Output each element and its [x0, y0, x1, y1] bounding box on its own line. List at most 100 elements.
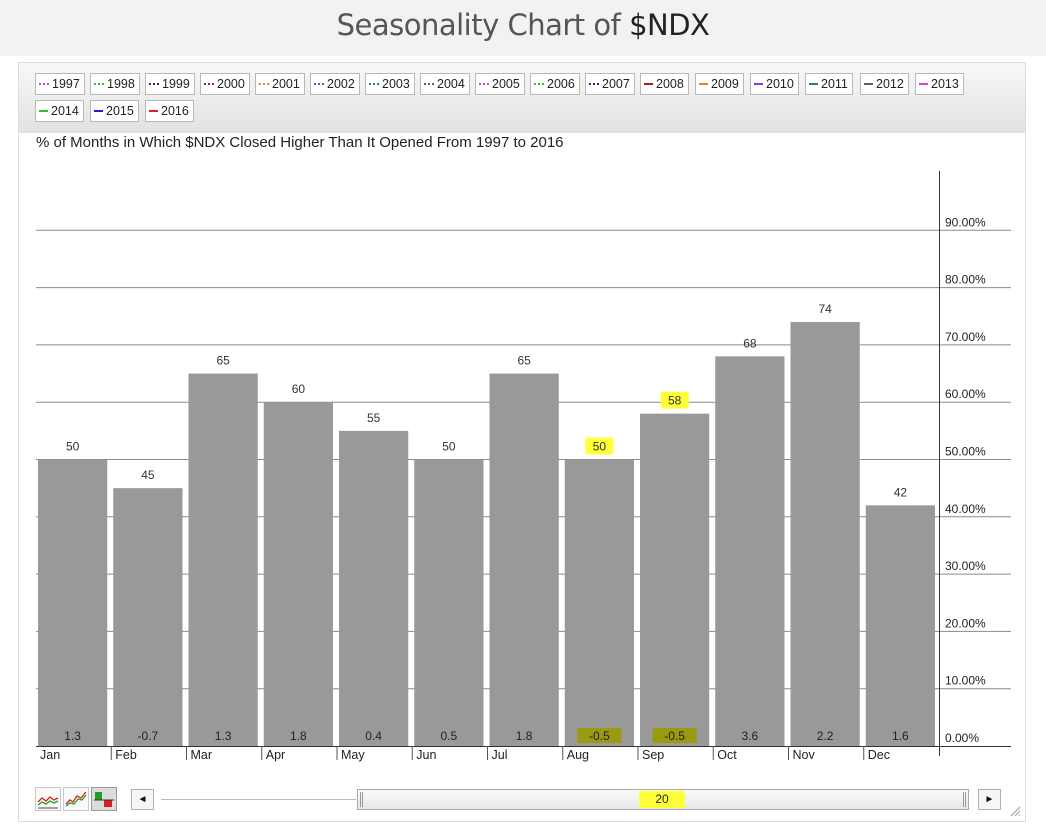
- legend-item-label: 2014: [51, 104, 79, 118]
- legend-item-2015[interactable]: 2015: [90, 100, 139, 122]
- legend-item-label: 2013: [931, 77, 959, 91]
- x-tick-label: Jul: [492, 748, 508, 762]
- bar-value-label: 74: [818, 302, 832, 316]
- y-tick-label: 30.00%: [945, 559, 986, 573]
- legend-item-2005[interactable]: 2005: [475, 73, 525, 95]
- bar-avg-change-label: 1.8: [290, 729, 307, 743]
- bar-chart: 0.00% 10.00% 20.00% 30.00% 40.00% 50.00% 60.00…: [36, 171, 1011, 762]
- y-tick-label: 20.00%: [945, 616, 986, 630]
- legend-item-2001[interactable]: 2001: [255, 73, 305, 95]
- y-tick-label: 90.00%: [945, 215, 986, 229]
- value-label-highlight: [585, 437, 614, 455]
- legend-swatch: [534, 82, 544, 85]
- bar-avg-change-label: 0.4: [365, 729, 382, 743]
- y-tick-label: 50.00%: [945, 445, 986, 459]
- legend-swatch: [149, 82, 159, 85]
- legend-swatch: [644, 82, 653, 85]
- legend-item-2016[interactable]: 2016: [145, 100, 194, 122]
- legend-item-1997[interactable]: 1997: [35, 73, 85, 95]
- legend-swatch: [809, 82, 818, 85]
- y-tick-label: 0.00%: [945, 731, 979, 745]
- legend-item-2014[interactable]: 2014: [35, 100, 84, 122]
- legend-swatch: [699, 82, 708, 85]
- legend-item-1999[interactable]: 1999: [145, 73, 195, 95]
- legend-item-2012[interactable]: 2012: [860, 73, 909, 95]
- x-tick-label: Dec: [868, 748, 890, 762]
- legend-swatch: [259, 82, 269, 85]
- line-chart-icon: [37, 796, 59, 809]
- scroll-track[interactable]: [161, 799, 356, 800]
- bar-chart-view-button[interactable]: [91, 787, 117, 811]
- year-range-scroller: ◄ 20 ►: [131, 787, 1009, 813]
- legend-item-2007[interactable]: 2007: [585, 73, 635, 95]
- x-tick-label: Jan: [40, 748, 60, 762]
- x-tick-label: Oct: [717, 748, 737, 762]
- legend-item-2008[interactable]: 2008: [640, 73, 689, 95]
- scroll-thumb-left-grip[interactable]: [360, 792, 363, 807]
- legend-item-2013[interactable]: 2013: [915, 73, 964, 95]
- bar-avg-change-label: 1.3: [64, 729, 81, 743]
- years-count-value: 20: [639, 791, 685, 808]
- bar-avg-change-label: -0.5: [589, 729, 610, 743]
- legend-swatch: [39, 109, 48, 112]
- resize-grip-icon[interactable]: [1009, 805, 1021, 817]
- legend-swatch: [94, 82, 104, 85]
- legend-swatch: [479, 82, 489, 85]
- legend-swatch: [149, 109, 158, 112]
- legend-swatch: [94, 109, 103, 112]
- y-tick-label: 60.00%: [945, 387, 986, 401]
- bar-oct: [715, 356, 785, 746]
- legend-item-2000[interactable]: 2000: [200, 73, 250, 95]
- legend-swatch: [369, 82, 379, 85]
- legend-swatch: [754, 82, 763, 85]
- bar-avg-change-label: 0.5: [441, 729, 458, 743]
- legend-item-2003[interactable]: 2003: [365, 73, 415, 95]
- y-tick-label: 10.00%: [945, 674, 986, 688]
- legend-swatch: [314, 82, 324, 85]
- scroll-thumb[interactable]: 20: [357, 789, 969, 810]
- performance-chart-view-button[interactable]: [63, 787, 89, 811]
- legend-item-2009[interactable]: 2009: [695, 73, 744, 95]
- legend-item-label: 2004: [437, 77, 465, 91]
- legend-item-2011[interactable]: 2011: [805, 73, 853, 95]
- legend-item-2010[interactable]: 2010: [750, 73, 799, 95]
- legend-item-label: 2016: [161, 104, 189, 118]
- bar-jun: [414, 459, 484, 746]
- scroll-right-button[interactable]: ►: [978, 789, 1001, 810]
- y-tick-label: 70.00%: [945, 330, 986, 344]
- bar-value-label: 68: [743, 336, 757, 350]
- legend-swatch: [589, 82, 599, 85]
- bar-value-label: 50: [66, 440, 80, 454]
- bar-apr: [263, 402, 333, 746]
- legend-swatch: [204, 82, 214, 85]
- line-chart-view-button[interactable]: [35, 787, 61, 811]
- bar-value-label: 58: [668, 394, 682, 408]
- scroll-thumb-right-grip[interactable]: [963, 792, 966, 807]
- legend-item-label: 2000: [217, 77, 245, 91]
- bar-value-label: 60: [292, 382, 306, 396]
- page-title: Seasonality Chart of $NDX: [337, 8, 710, 42]
- bar-sep: [640, 413, 710, 746]
- bar-value-label: 50: [593, 440, 607, 454]
- legend-item-2006[interactable]: 2006: [530, 73, 580, 95]
- scroll-left-button[interactable]: ◄: [131, 789, 154, 810]
- seasonality-widget: 1997 1998 1999 2000 2001 2002 2003 2004 2005 2006…: [18, 62, 1026, 822]
- legend-item-1998[interactable]: 1998: [90, 73, 140, 95]
- bar-value-label: 42: [894, 485, 908, 499]
- legend-item-label: 2012: [876, 77, 904, 91]
- legend-item-2004[interactable]: 2004: [420, 73, 470, 95]
- y-tick-label: 80.00%: [945, 273, 986, 287]
- chart-title: % of Months in Which $NDX Closed Higher …: [36, 134, 564, 151]
- bar-value-label: 65: [517, 354, 531, 368]
- bar-avg-change-label: 1.8: [516, 729, 533, 743]
- bar-value-label: 65: [216, 354, 230, 368]
- value-label-highlight: [660, 391, 689, 409]
- bar-avg-change-label: 1.6: [892, 729, 909, 743]
- bar-mar: [188, 373, 258, 746]
- change-label-highlight: [652, 728, 697, 743]
- legend-item-label: 2008: [656, 77, 684, 91]
- legend-item-label: 2011: [821, 77, 848, 91]
- x-tick-label: Apr: [266, 748, 285, 762]
- legend-item-2002[interactable]: 2002: [310, 73, 360, 95]
- legend-item-label: 2006: [547, 77, 575, 91]
